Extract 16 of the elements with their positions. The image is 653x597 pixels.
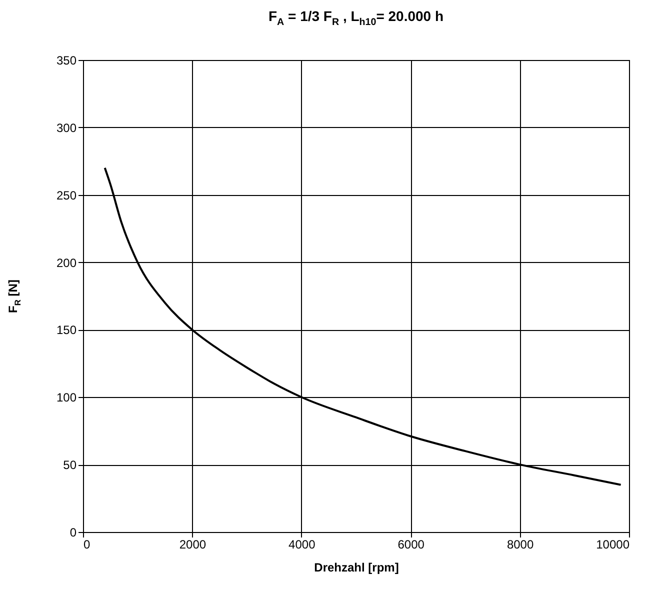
x-tick-label: 2000 (179, 538, 206, 552)
y-tick-label: 200 (56, 256, 77, 270)
y-tick-label: 0 (70, 526, 77, 540)
x-tick-label: 10000 (596, 538, 630, 552)
chart-title: F$_{A}$ = 1/3 F$_{R}$ , L$_{h10}$= 20.000 h (267, 8, 445, 28)
x-tick-label: 8000 (506, 538, 534, 552)
x-axis-title: Drehzahl [rpm] (314, 560, 399, 574)
y-tick-label: 100 (56, 390, 77, 405)
y-tick-label: 50 (63, 458, 77, 472)
y-tick-label: 300 (56, 120, 77, 135)
x-tick-label: 0 (84, 538, 90, 552)
y-tick-label: 150 (56, 323, 77, 338)
x-tick-label: 6000 (398, 538, 425, 552)
y-tick-label: 250 (56, 188, 77, 202)
x-tick-label: 4000 (288, 538, 316, 552)
y-tick-label: 350 (56, 54, 77, 68)
